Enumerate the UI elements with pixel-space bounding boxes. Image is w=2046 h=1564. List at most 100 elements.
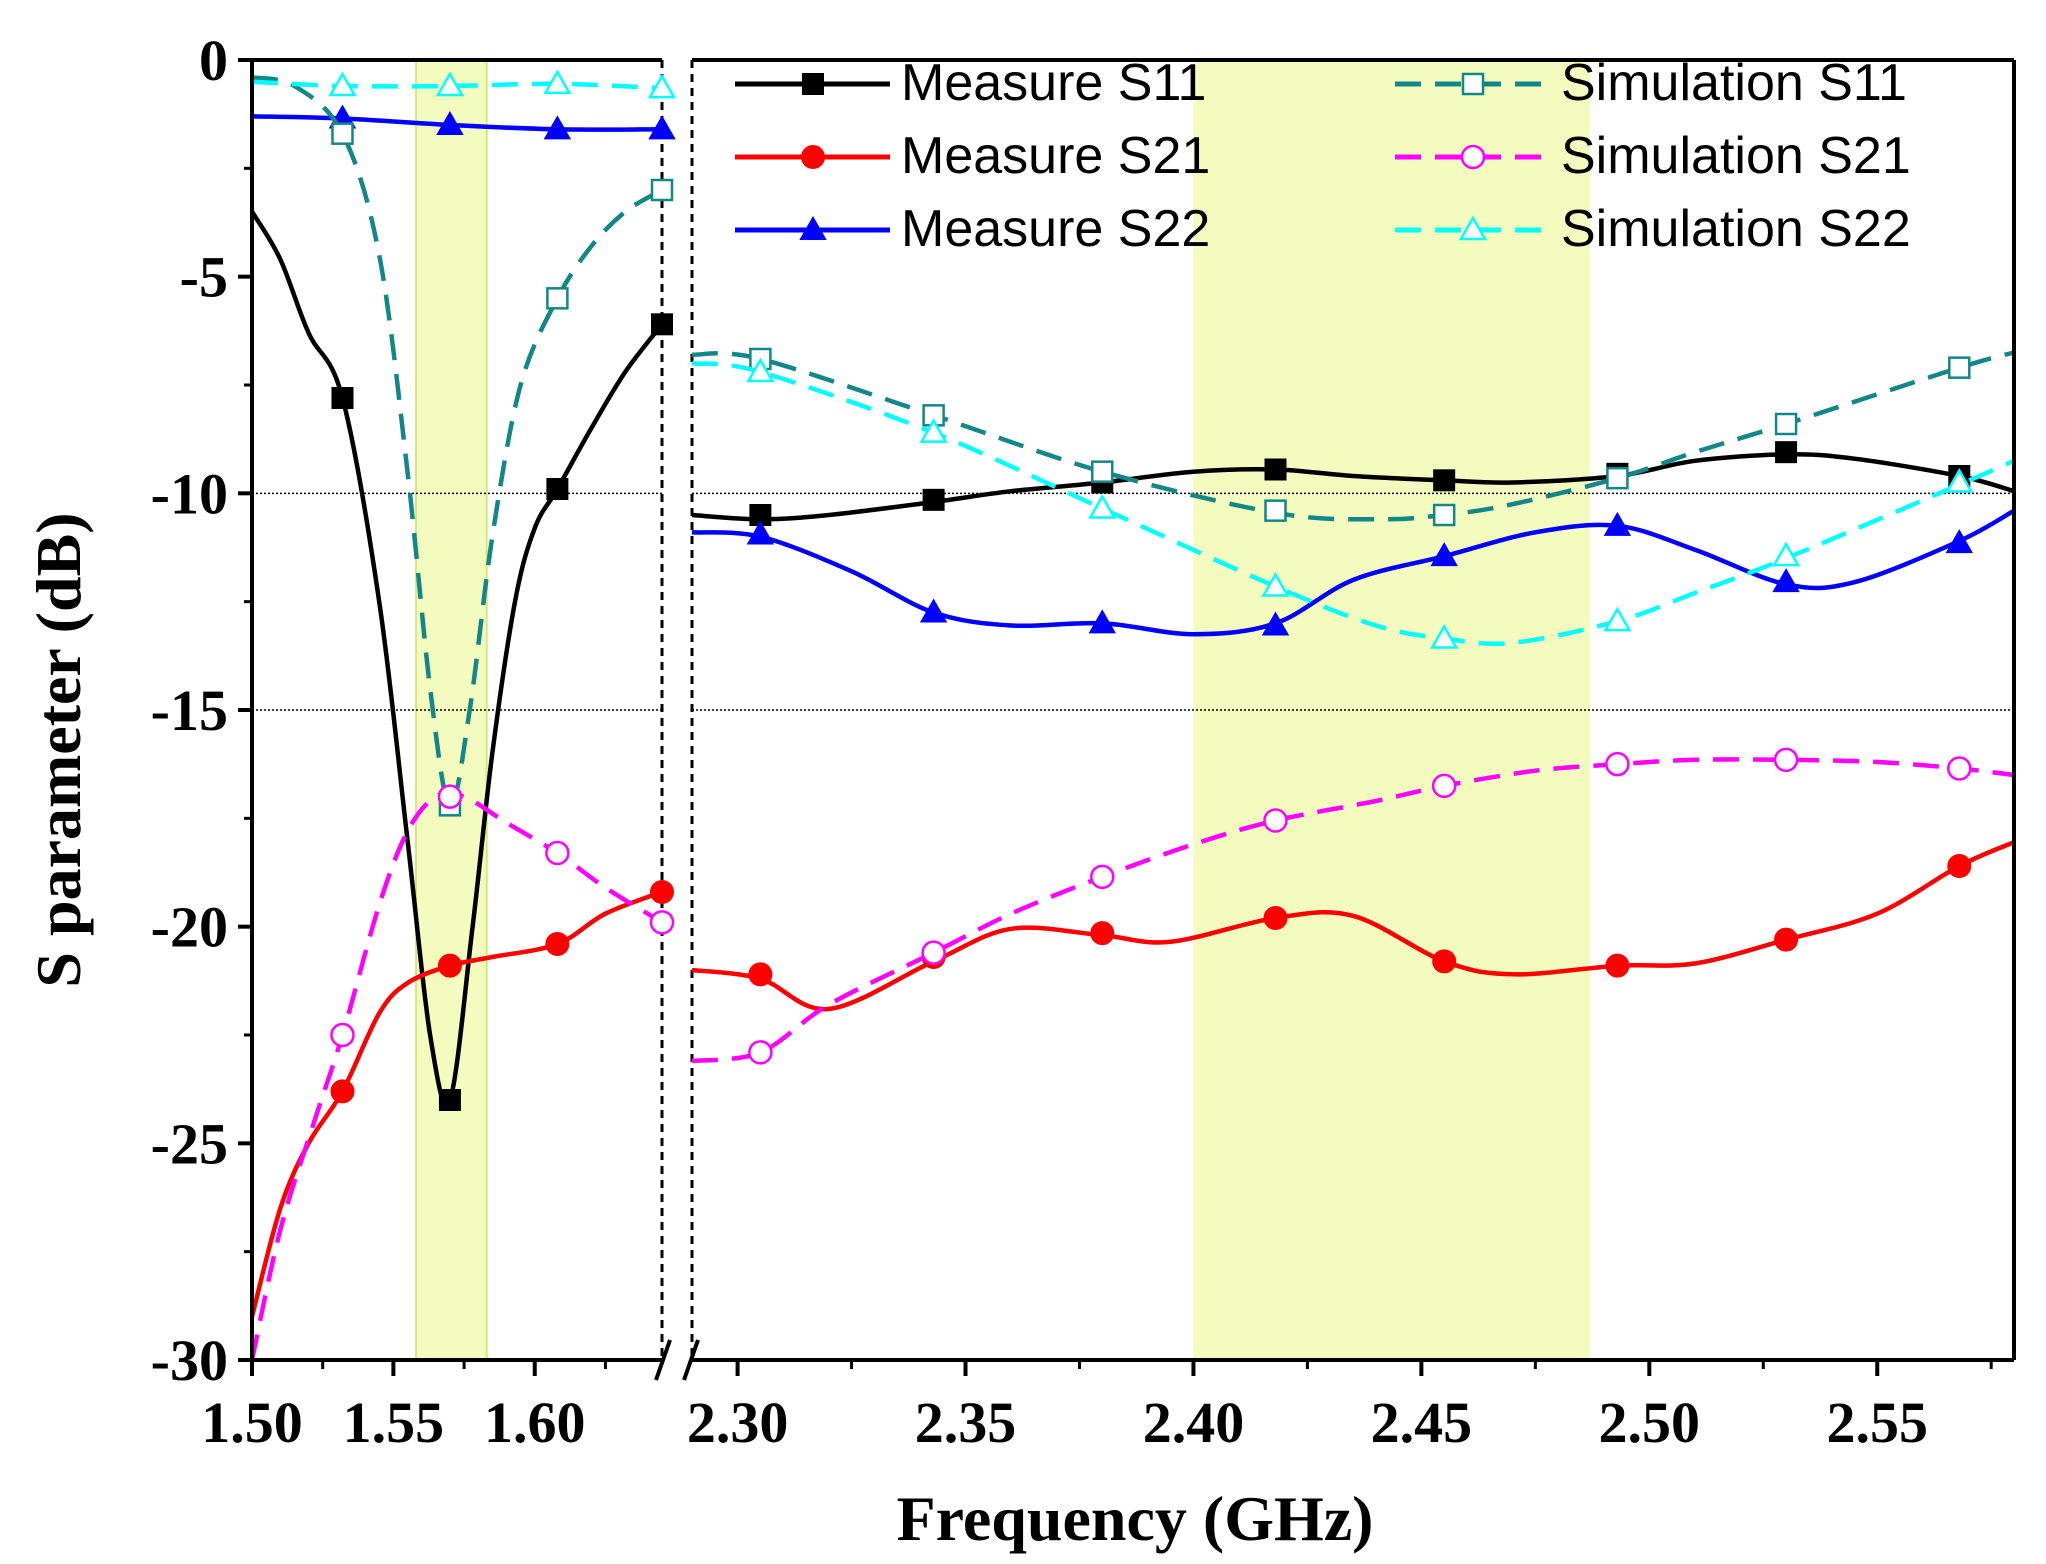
data-point xyxy=(1945,467,1974,493)
axis-break-lines xyxy=(660,60,694,1360)
y-tick-label: -20 xyxy=(151,895,228,960)
data-point xyxy=(1090,864,1115,890)
series-simulation-s11 xyxy=(251,75,2015,817)
data-point xyxy=(1432,949,1457,974)
legend-marker xyxy=(1461,72,1485,96)
legend-marker xyxy=(801,145,825,169)
legend-entry: Measure S11 xyxy=(735,54,1206,112)
legend-label: Measure S21 xyxy=(901,127,1210,185)
series-simulation-s21 xyxy=(249,747,2015,1361)
legend-entry: Simulation S21 xyxy=(1395,127,1911,185)
axis-break-mark xyxy=(654,1339,672,1381)
x-tick-label: 2.35 xyxy=(915,1390,1017,1455)
data-point xyxy=(546,478,569,500)
y-axis-title: S parameter (dB) xyxy=(23,512,94,987)
x-tick-label: 2.50 xyxy=(1599,1390,1701,1455)
data-point xyxy=(331,122,354,145)
data-point xyxy=(330,1022,355,1048)
legend-label: Simulation S21 xyxy=(1561,127,1911,185)
data-point xyxy=(1948,356,1971,379)
data-point xyxy=(543,69,572,95)
legend-marker xyxy=(1460,144,1486,170)
series-line xyxy=(691,452,2015,522)
data-point xyxy=(1603,511,1632,536)
data-point xyxy=(1091,460,1114,483)
data-point xyxy=(1606,466,1629,490)
x-tick-label: 1.55 xyxy=(343,1390,445,1455)
data-point xyxy=(746,520,775,545)
data-point xyxy=(748,1040,773,1065)
data-point xyxy=(1261,571,1290,597)
x-tick-label: 1.60 xyxy=(484,1390,586,1455)
highlight-band xyxy=(1193,60,1591,1360)
data-point xyxy=(649,910,675,935)
x-tick-label: 1.50 xyxy=(201,1390,303,1455)
reference-lines xyxy=(252,492,2014,711)
data-point xyxy=(1771,541,1801,567)
data-point xyxy=(1430,542,1458,567)
data-point xyxy=(647,73,677,99)
data-point xyxy=(1603,606,1632,632)
series-layer xyxy=(249,69,2016,1361)
data-point xyxy=(1431,773,1457,799)
legend-label: Measure S22 xyxy=(901,200,1210,258)
data-point xyxy=(1090,921,1115,946)
data-point xyxy=(1261,611,1290,636)
data-point xyxy=(437,953,462,978)
legend-marker xyxy=(799,215,827,240)
series-line xyxy=(691,508,2016,637)
data-point xyxy=(545,932,570,956)
legend-label: Simulation S11 xyxy=(1561,54,1907,112)
data-point xyxy=(650,880,674,904)
data-point xyxy=(922,488,945,511)
x-tick-label: 2.55 xyxy=(1826,1390,1928,1455)
data-point xyxy=(1772,568,1800,593)
legend-entry: Simulation S22 xyxy=(1395,200,1911,258)
data-point xyxy=(1774,927,1799,952)
data-point xyxy=(330,1079,355,1104)
data-point xyxy=(1088,609,1116,634)
series-measure-s11 xyxy=(250,210,2015,1111)
axis-ticks: 0 -5 -10 -15 -20 -25 -301.50 1.55 1.60 2.30 2.35 2.… xyxy=(151,28,1993,1455)
data-point xyxy=(435,71,465,97)
data-point xyxy=(1432,503,1456,527)
highlight-band xyxy=(415,59,488,1361)
legend-entry: Simulation S11 xyxy=(1395,54,1907,112)
legend-marker xyxy=(802,73,824,95)
data-point xyxy=(919,418,948,443)
data-point xyxy=(438,1089,461,1111)
data-point xyxy=(650,178,674,202)
plot-frame xyxy=(250,58,2016,1381)
legend-label: Measure S11 xyxy=(901,54,1206,112)
data-point xyxy=(746,357,775,383)
data-point xyxy=(331,387,354,409)
legend-entry: Measure S21 xyxy=(735,127,1210,185)
data-point xyxy=(437,784,463,809)
data-point xyxy=(1433,469,1456,492)
data-point xyxy=(1947,854,1972,878)
data-point xyxy=(1774,412,1798,436)
data-point xyxy=(1088,493,1117,519)
data-point xyxy=(1775,441,1798,464)
data-point xyxy=(748,962,773,987)
x-tick-label: 2.30 xyxy=(687,1390,789,1455)
y-tick-label: -15 xyxy=(151,678,228,743)
series-line xyxy=(691,840,2015,1012)
data-point xyxy=(1605,953,1630,978)
series-line xyxy=(251,79,663,91)
series-measure-s21 xyxy=(249,840,2015,1318)
data-point xyxy=(921,940,946,965)
data-point xyxy=(543,115,572,140)
highlight-bands xyxy=(415,59,1591,1361)
x-tick-label: 2.45 xyxy=(1371,1390,1473,1455)
x-axis-title: Frequency (GHz) xyxy=(897,1483,1374,1554)
data-point xyxy=(1945,529,1974,554)
data-point xyxy=(1263,808,1288,833)
series-simulation-s22 xyxy=(251,69,2015,649)
data-point xyxy=(546,287,569,310)
legend-marker xyxy=(1458,215,1488,241)
data-point xyxy=(1264,499,1287,522)
data-point xyxy=(1430,623,1459,649)
y-tick-label: -10 xyxy=(151,461,228,526)
